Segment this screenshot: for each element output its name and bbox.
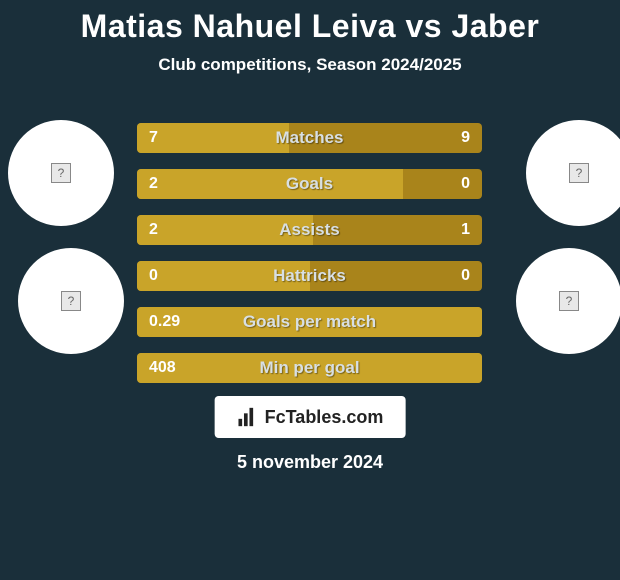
- stat-value-left: 408: [149, 353, 176, 383]
- stat-label: Assists: [137, 215, 482, 245]
- stat-label: Matches: [137, 123, 482, 153]
- player-left-avatar: [8, 120, 114, 226]
- stat-value-left: 2: [149, 215, 158, 245]
- stat-label: Min per goal: [137, 353, 482, 383]
- stats-bars: Matches79Goals20Assists21Hattricks00Goal…: [137, 123, 482, 399]
- stat-bar: Goals per match0.29: [137, 307, 482, 337]
- image-placeholder-icon: [569, 163, 589, 183]
- stat-bar: Matches7 9: [137, 123, 482, 153]
- stat-bar: Min per goal408: [137, 353, 482, 383]
- footer-date: 5 november 2024: [0, 452, 620, 473]
- image-placeholder-icon: [51, 163, 71, 183]
- image-placeholder-icon: [61, 291, 81, 311]
- stat-value-left: 0.29: [149, 307, 180, 337]
- page-subtitle: Club competitions, Season 2024/2025: [0, 55, 620, 75]
- player-right-avatar: [526, 120, 620, 226]
- stat-bar: Assists2 1: [137, 215, 482, 245]
- stat-label: Hattricks: [137, 261, 482, 291]
- brand-text: FcTables.com: [265, 407, 384, 428]
- stat-value-left: 2: [149, 169, 158, 199]
- stat-value-right: 0: [461, 169, 470, 199]
- stat-value-left: 0: [149, 261, 158, 291]
- brand-badge: FcTables.com: [215, 396, 406, 438]
- stat-bar: Goals2 0: [137, 169, 482, 199]
- stat-label: Goals: [137, 169, 482, 199]
- club-left-avatar: [18, 248, 124, 354]
- image-placeholder-icon: [559, 291, 579, 311]
- stat-value-right: 1: [461, 215, 470, 245]
- page-title: Matias Nahuel Leiva vs Jaber: [0, 0, 620, 45]
- stat-label: Goals per match: [137, 307, 482, 337]
- stat-bar: Hattricks0 0: [137, 261, 482, 291]
- bars-icon: [237, 406, 259, 428]
- stat-value-right: 9: [461, 123, 470, 153]
- stat-value-left: 7: [149, 123, 158, 153]
- stat-value-right: 0: [461, 261, 470, 291]
- club-right-avatar: [516, 248, 620, 354]
